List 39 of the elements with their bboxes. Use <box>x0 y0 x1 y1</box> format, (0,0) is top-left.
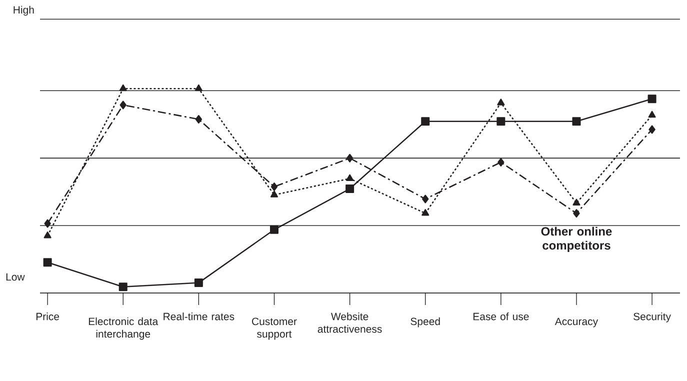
point <box>497 98 505 106</box>
point <box>648 94 656 104</box>
point <box>346 174 354 182</box>
point <box>573 209 580 218</box>
point <box>120 100 126 110</box>
point <box>194 278 203 288</box>
point <box>421 117 430 126</box>
x-tick-label: Electronic data interchange <box>88 317 158 340</box>
point <box>346 154 354 162</box>
point <box>194 84 202 92</box>
point <box>270 225 278 234</box>
x-tick-label: Speed <box>410 317 440 328</box>
point <box>498 158 504 166</box>
point <box>270 190 278 198</box>
point <box>422 194 429 204</box>
point <box>648 125 656 134</box>
point <box>44 219 51 228</box>
x-tick-label: Customer support <box>252 318 297 340</box>
point <box>195 115 202 124</box>
point <box>43 258 52 267</box>
point <box>119 84 127 92</box>
ref-line-label: High <box>14 6 34 16</box>
point <box>496 117 506 126</box>
x-tick-label: Real-time rates <box>164 312 234 320</box>
point <box>572 198 580 206</box>
point <box>44 232 52 238</box>
point <box>270 182 278 191</box>
series-label: Other online competitors <box>541 226 612 252</box>
point <box>572 117 581 126</box>
x-tick-label: Security <box>634 312 671 322</box>
text: Low <box>6 273 25 281</box>
x-tick-label: Price <box>36 312 60 320</box>
x-tick-label: Website attractiveness <box>318 312 382 333</box>
point <box>648 110 656 118</box>
x-tick-label: Ease of use <box>473 312 529 320</box>
x-tick-label: Accuracy <box>554 318 598 328</box>
point <box>118 282 128 292</box>
point <box>346 184 354 194</box>
point <box>422 209 430 216</box>
